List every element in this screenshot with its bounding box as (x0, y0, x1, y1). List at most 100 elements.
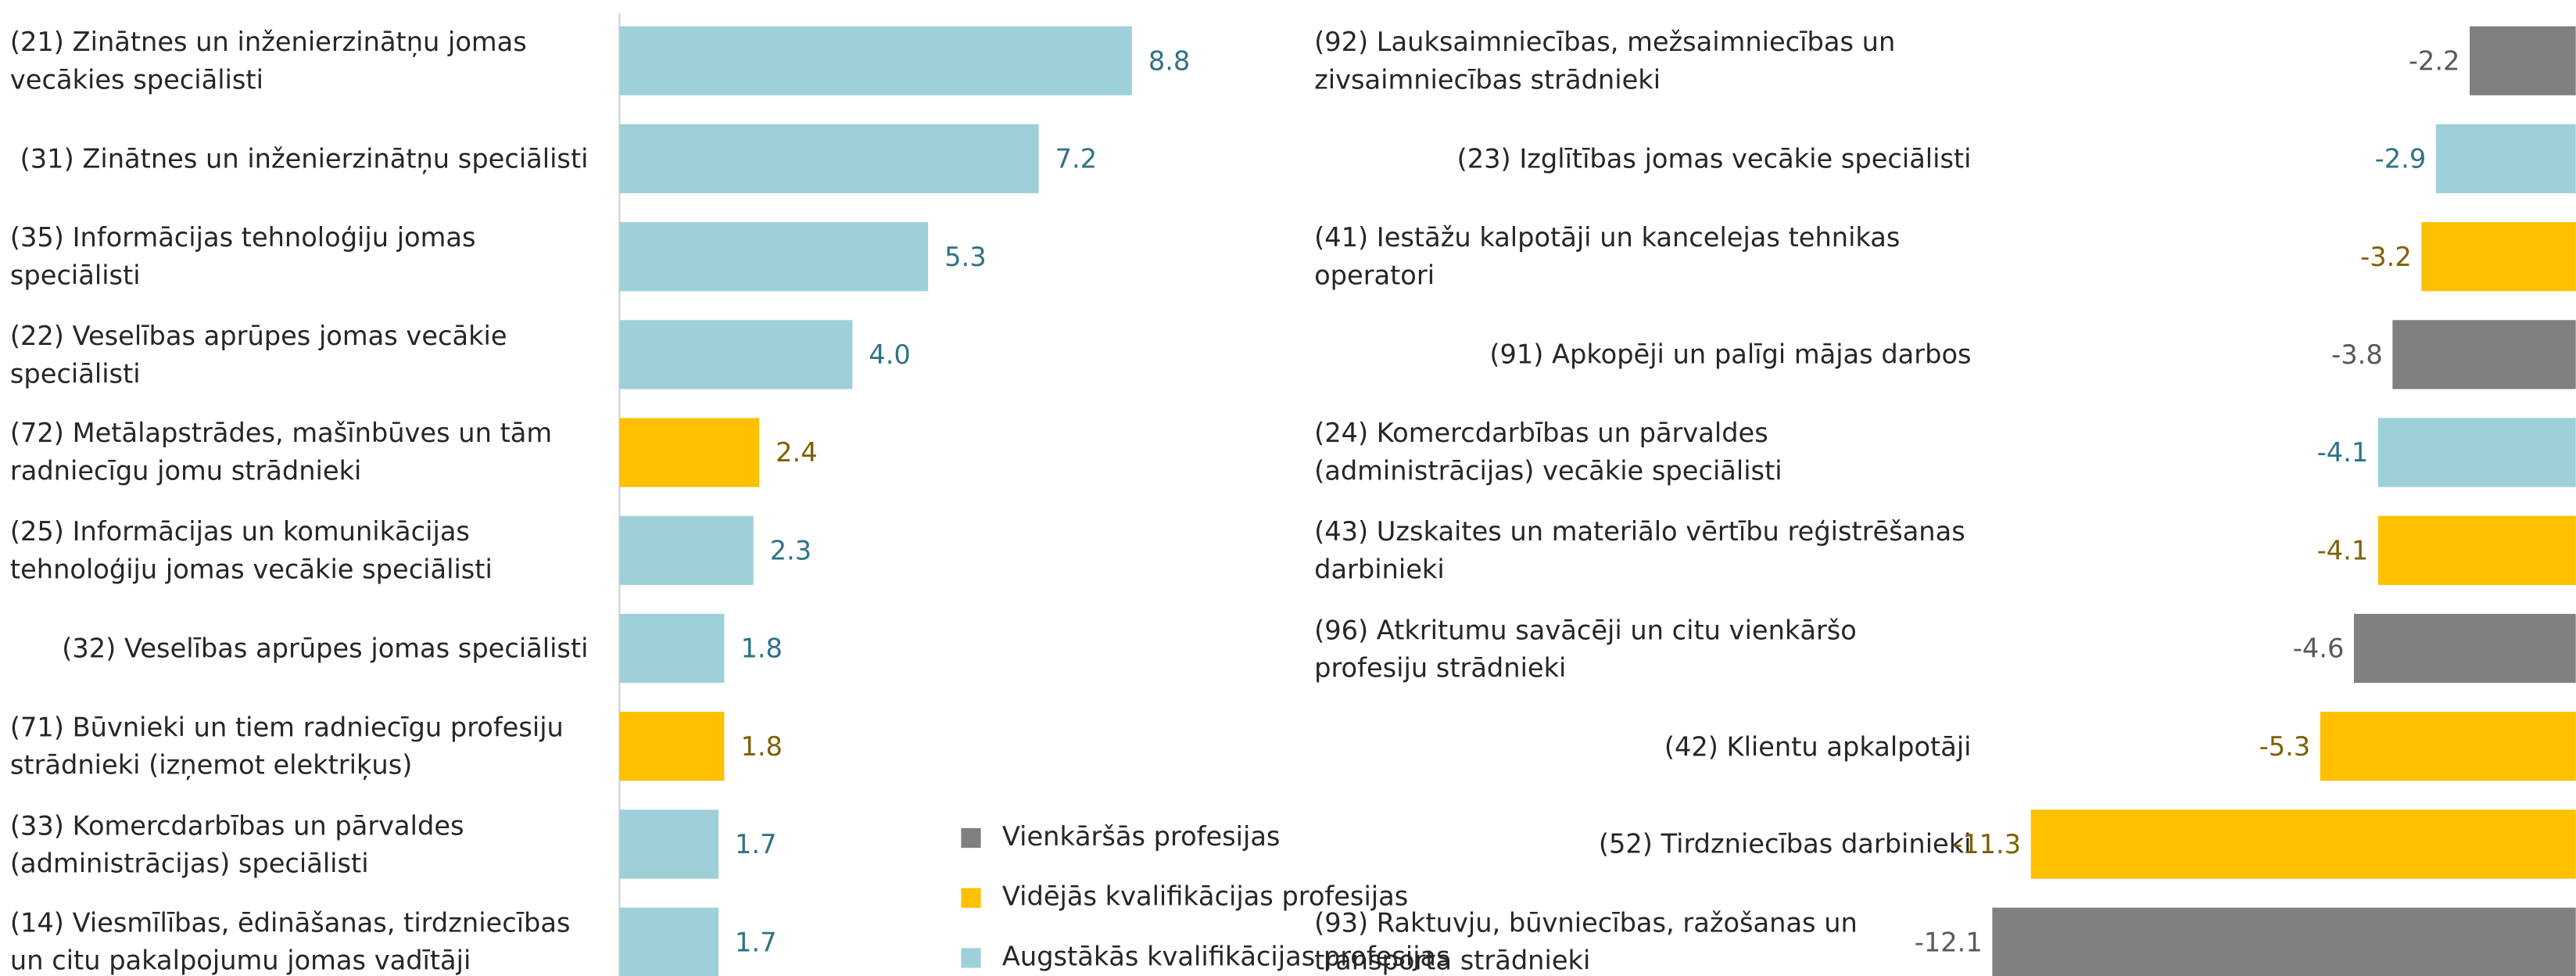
bar (2435, 124, 2576, 194)
category-label: (31) Zinātnes un inženierzinātņu speciāl… (20, 142, 589, 174)
category-label-box: (92) Lauksaimniecības, mežsaimniecības u… (1314, 12, 1971, 110)
bar (2320, 712, 2576, 781)
value-label: 7.2 (1055, 144, 1097, 174)
category-label-wrap: (33) Komercdarbības un pārvaldes (admini… (10, 795, 589, 893)
bar (619, 809, 719, 879)
bar (619, 515, 754, 585)
category-label: (33) Komercdarbības un pārvaldes (admini… (9, 809, 464, 879)
bar (2030, 809, 2576, 879)
bar (2421, 222, 2576, 292)
category-label-wrap: (93) Raktuvju, būvniecības, ražošanas un… (1314, 893, 1971, 976)
value-label: -4.1 (2317, 437, 2369, 468)
category-label-box: (21) Zinātnes un inženierzinātņu jomas v… (10, 12, 589, 110)
category-label-box: (35) Informācijas tehnoloģiju jomas spec… (10, 207, 589, 306)
value-label: 4.0 (869, 339, 910, 370)
value-label: -2.9 (2375, 144, 2427, 174)
value-label: -3.8 (2331, 339, 2383, 370)
category-label-box: (42) Klientu apkalpotāji (1314, 697, 1972, 795)
value-label: 1.7 (735, 829, 776, 859)
category-label-box: (52) Tirdzniecības darbinieki (1314, 795, 1972, 893)
category-label-wrap: (14) Viesmīlības, ēdināšanas, tirdzniecī… (10, 893, 589, 976)
category-label-box: (25) Informācijas un komunikācijas tehno… (10, 501, 589, 600)
bar (2469, 26, 2576, 95)
category-label-box: (72) Metālapstrādes, mašīnbūves un tām r… (10, 404, 589, 502)
value-label: 1.8 (740, 731, 782, 762)
value-label: -3.2 (2360, 242, 2412, 272)
bar (619, 26, 1132, 95)
value-label: -5.3 (2259, 731, 2311, 762)
category-label: (71) Būvnieki un tiem radniecīgu profesi… (9, 712, 564, 781)
category-label-wrap: (32) Veselības aprūpes jomas speciālisti (10, 599, 589, 698)
category-label-wrap: (92) Lauksaimniecības, mežsaimniecības u… (1314, 12, 1971, 110)
legend-swatch (961, 948, 981, 968)
category-label-wrap: (31) Zinātnes un inženierzinātņu speciāl… (10, 109, 589, 208)
value-label: 8.8 (1148, 45, 1190, 76)
bar (2353, 613, 2576, 684)
category-label: (14) Viesmīlības, ēdināšanas, tirdzniecī… (9, 907, 571, 976)
category-label: (41) Iestāžu kalpotāji un kancelejas teh… (1314, 222, 1901, 292)
category-label-box: (71) Būvnieki un tiem radniecīgu profesi… (10, 697, 589, 795)
category-label-box: (24) Komercdarbības un pārvaldes (admini… (1314, 418, 1782, 486)
value-label: 1.7 (735, 927, 776, 957)
bar (2377, 418, 2576, 487)
value-label: -11.3 (1953, 829, 2021, 859)
value-label: 1.8 (740, 633, 782, 664)
category-label-wrap: (72) Metālapstrādes, mašīnbūves un tām r… (10, 404, 589, 502)
category-label: (96) Atkritumu savācēji un citu vienkārš… (1314, 613, 1857, 684)
value-label: -12.1 (1915, 927, 1983, 957)
category-label-box: (41) Iestāžu kalpotāji un kancelejas teh… (1314, 207, 1971, 306)
category-label: (23) Izglītības jomas vecākie speciālist… (1456, 142, 1972, 174)
value-label: 5.3 (944, 242, 986, 272)
category-label-wrap: (71) Būvnieki un tiem radniecīgu profesi… (10, 697, 589, 795)
legend-swatch (961, 888, 981, 908)
category-label-wrap: (52) Tirdzniecības darbinieki (1314, 795, 1972, 893)
category-label-wrap: (96) Atkritumu savācēji un citu vienkārš… (1314, 599, 1971, 698)
bar (619, 124, 1039, 194)
category-label-wrap: (91) Apkopēji un palīgi mājas darbos (1314, 305, 1971, 404)
bar (619, 712, 725, 781)
category-label-wrap: (35) Informācijas tehnoloģiju jomas spec… (10, 207, 589, 306)
legend-swatch (961, 827, 981, 849)
category-label-box: (31) Zinātnes un inženierzinātņu speciāl… (10, 109, 589, 208)
category-label: (92) Lauksaimniecības, mežsaimniecības u… (1314, 26, 1896, 95)
category-label: (22) Veselības aprūpes jomas vecākie spe… (9, 320, 507, 389)
bar (619, 418, 760, 487)
category-label: (25) Informācijas un komunikācijas tehno… (9, 515, 493, 585)
category-label-wrap: (25) Informācijas un komunikācijas tehno… (10, 501, 589, 600)
category-label-wrap: (42) Klientu apkalpotāji (1314, 697, 1972, 795)
category-label-wrap: (23) Izglītības jomas vecākie speciālist… (1314, 109, 1972, 208)
category-label: (21) Zinātnes un inženierzinātņu jomas v… (9, 26, 527, 95)
legend-label: Vidējās kvalifikācijas profesijas (1002, 881, 1408, 912)
category-label-box: (96) Atkritumu savācēji un citu vienkārš… (1314, 599, 1971, 698)
category-label-box: (43) Uzskaites un materiālo vērtību reģi… (1314, 501, 1971, 600)
value-label: 2.4 (776, 437, 817, 468)
category-label: (43) Uzskaites un materiālo vērtību reģi… (1314, 515, 1965, 585)
category-label-wrap: (21) Zinātnes un inženierzinātņu jomas v… (10, 12, 589, 110)
category-label: (32) Veselības aprūpes jomas speciālisti (62, 633, 589, 665)
category-label-box: (32) Veselības aprūpes jomas speciālisti (10, 599, 589, 698)
category-label: (35) Informācijas tehnoloģiju jomas spec… (9, 222, 476, 292)
legend-label: Augstākās kvalifikācijas profesijas (1002, 941, 1450, 971)
category-label-wrap: (41) Iestāžu kalpotāji un kancelejas teh… (1314, 207, 1971, 306)
bar (619, 320, 853, 389)
value-label: -4.1 (2317, 535, 2369, 565)
bar (619, 222, 929, 292)
category-label-box: (14) Viesmīlības, ēdināšanas, tirdzniecī… (10, 893, 589, 976)
bar (2392, 320, 2576, 389)
bar (619, 613, 725, 684)
category-label: (91) Apkopēji un palīgi mājas darbos (1489, 339, 1972, 371)
value-label: 2.3 (770, 535, 811, 565)
bar (1992, 907, 2576, 976)
category-label-box: (23) Izglītības jomas vecākie speciālist… (1314, 109, 1972, 208)
category-label-box: (91) Apkopēji un palīgi mājas darbos (1314, 305, 1971, 404)
category-label: (93) Raktuvju, būvniecības, ražošanas un… (1314, 907, 1858, 976)
category-label-box: (33) Komercdarbības un pārvaldes (admini… (10, 795, 589, 893)
legend-label: Vienkāršās profesijas (1002, 821, 1281, 852)
category-label: (72) Metālapstrādes, mašīnbūves un tām r… (9, 418, 553, 487)
category-label-box: (93) Raktuvju, būvniecības, ražošanas un… (1314, 893, 1971, 976)
bar (619, 907, 719, 976)
value-label: -4.6 (2293, 633, 2345, 664)
category-label-wrap: (43) Uzskaites un materiālo vērtību reģi… (1314, 501, 1971, 600)
